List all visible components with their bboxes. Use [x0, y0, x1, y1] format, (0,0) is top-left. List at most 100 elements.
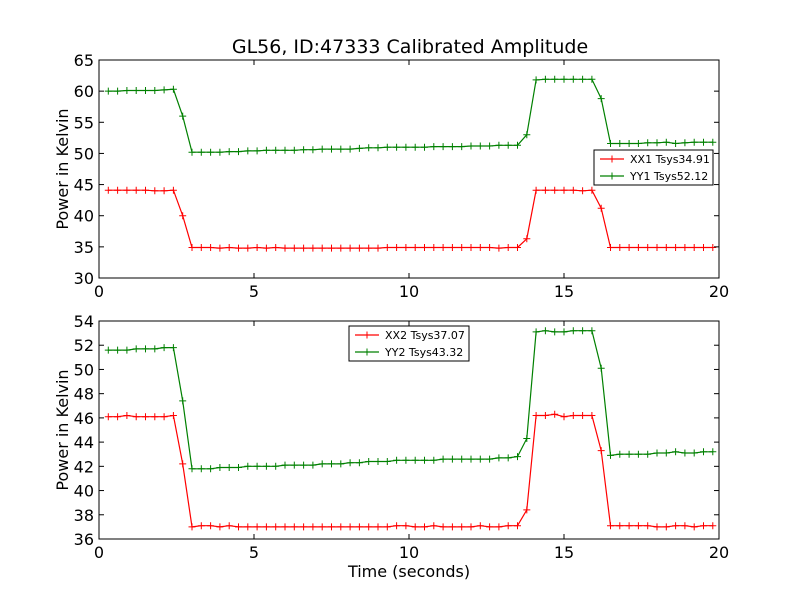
top-panel: 0 5 10 15 20 30 35 40 45 50 55 60 65 Power in Kelvin X…	[53, 51, 729, 301]
data-point	[142, 186, 149, 194]
data-point	[188, 523, 196, 531]
legend: XX1 Tsys34.91 YY1 Tsys52.12	[593, 149, 714, 186]
legend-marker	[608, 172, 616, 180]
data-point	[309, 523, 317, 531]
y-axis-label: Power in Kelvin	[53, 108, 72, 229]
bottom-panel: 0 5 10 15 20 36 38 40 42 44 46 48 50 52 54 Power in Kel…	[53, 312, 729, 581]
data-point	[597, 447, 605, 455]
legend-marker	[608, 155, 616, 163]
data-point	[244, 462, 252, 470]
data-point	[160, 413, 168, 421]
data-point	[551, 186, 559, 194]
data-point	[355, 523, 363, 531]
data-point	[700, 522, 707, 530]
y-tick-label: 36	[74, 530, 94, 549]
data-point	[690, 523, 698, 531]
data-point	[588, 412, 596, 419]
data-point	[634, 140, 642, 147]
data-point	[169, 85, 177, 93]
data-point	[476, 522, 484, 530]
data-point	[681, 522, 689, 530]
legend-marker	[363, 348, 371, 356]
data-point	[328, 244, 335, 252]
data-point	[253, 523, 261, 531]
data-point	[160, 187, 168, 195]
data-point	[216, 464, 224, 471]
data-point	[625, 450, 633, 458]
data-point	[504, 454, 512, 462]
data-point	[625, 244, 633, 251]
data-point	[318, 523, 326, 531]
data-point	[653, 139, 661, 147]
y-tick-label: 40	[74, 482, 94, 501]
data-point	[495, 244, 503, 252]
data-point	[709, 448, 717, 456]
data-point	[383, 143, 391, 151]
data-point	[597, 204, 605, 212]
data-point	[374, 523, 382, 531]
data-point	[672, 522, 680, 530]
data-point	[532, 76, 540, 84]
y-tick-label: 54	[74, 312, 94, 331]
data-point	[383, 523, 391, 531]
data-point	[532, 412, 540, 419]
data-point	[216, 523, 224, 531]
data-point	[104, 186, 112, 194]
data-point	[123, 346, 131, 354]
data-point	[300, 146, 308, 154]
data-point	[160, 344, 168, 352]
data-point	[597, 364, 605, 372]
data-point	[337, 460, 345, 468]
data-point	[532, 328, 540, 336]
data-point	[328, 460, 335, 468]
data-point	[430, 244, 438, 251]
data-point	[318, 460, 326, 468]
data-point	[300, 461, 308, 469]
data-point	[504, 244, 512, 251]
data-point	[634, 244, 642, 251]
data-point	[458, 143, 466, 151]
data-point	[476, 142, 484, 150]
data-point	[653, 449, 661, 457]
data-point	[132, 413, 140, 421]
data-point	[179, 212, 187, 220]
data-point	[393, 143, 401, 151]
data-point	[495, 141, 503, 149]
data-point	[142, 413, 149, 421]
data-point	[179, 460, 187, 468]
data-point	[402, 143, 410, 151]
data-point	[607, 140, 614, 147]
data-point	[514, 453, 521, 461]
data-point	[411, 523, 419, 531]
data-point	[253, 244, 261, 251]
data-point	[114, 346, 122, 354]
data-point	[225, 148, 233, 156]
data-point	[532, 186, 540, 194]
data-point	[523, 131, 531, 139]
y-tick-label: 48	[74, 385, 94, 404]
data-point	[448, 455, 456, 463]
x-tick-label: 5	[249, 282, 259, 301]
data-point	[374, 244, 382, 252]
data-point	[551, 75, 559, 83]
data-point	[225, 464, 233, 471]
chart-title: GL56, ID:47333 Calibrated Amplitude	[232, 36, 588, 58]
y-tick-label: 30	[74, 269, 94, 288]
data-point	[523, 235, 531, 243]
data-point	[235, 464, 242, 471]
data-point	[114, 87, 122, 95]
data-point	[393, 522, 401, 530]
data-point	[476, 244, 484, 251]
data-point	[514, 141, 521, 149]
data-point	[672, 448, 680, 456]
data-point	[383, 458, 391, 465]
data-point	[142, 87, 149, 94]
data-point	[607, 244, 614, 251]
data-point	[616, 522, 624, 530]
data-point	[681, 244, 689, 251]
data-point	[262, 244, 270, 252]
data-point	[151, 413, 159, 421]
data-point	[123, 87, 131, 94]
data-point	[690, 449, 698, 457]
legend-entry-label: XX1 Tsys34.91	[630, 153, 710, 166]
